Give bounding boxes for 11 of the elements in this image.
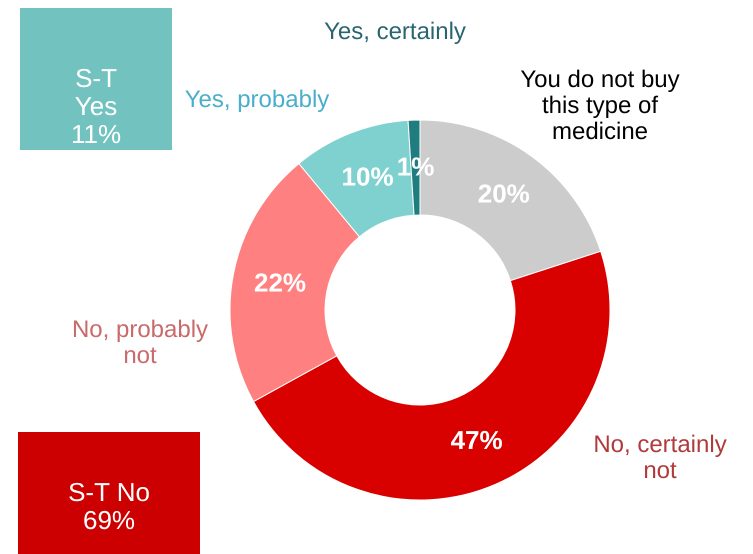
text: S-T Yes 11% (70, 63, 122, 149)
slice-label: Yes, probably (184, 86, 330, 113)
data-label: 1% (396, 152, 434, 182)
slice-label: You do not buy this type of medicine (520, 66, 680, 145)
text: S-T No 69% (68, 477, 150, 535)
data-label: 22% (254, 267, 306, 298)
data-label: 47% (450, 424, 503, 455)
slice-label: No, certainly not (593, 431, 727, 484)
data-label: 10% (342, 162, 394, 192)
slice-label: Yes, certainly (324, 18, 466, 45)
slice-label: No, probably not (72, 316, 208, 369)
